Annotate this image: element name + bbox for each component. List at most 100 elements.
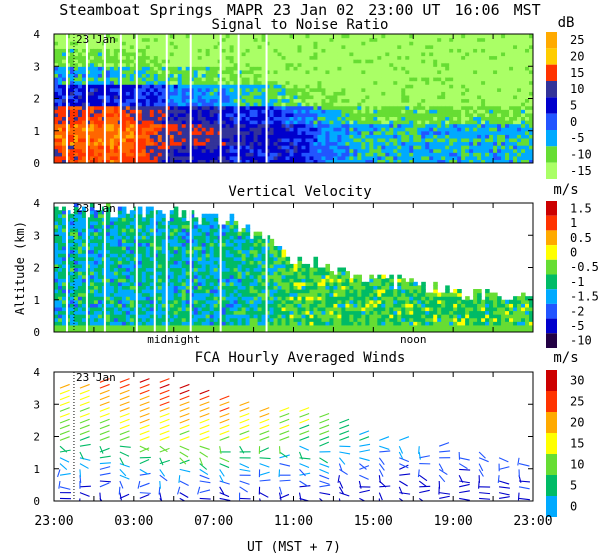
snr-cell: [109, 55, 115, 60]
snr-cell: [213, 141, 219, 146]
snr-cell: [125, 102, 131, 107]
snr-cell: [261, 159, 267, 163]
snr-cell: [97, 109, 103, 114]
snr-cell: [285, 141, 291, 146]
snr-cell: [445, 145, 450, 150]
snr-cell: [353, 34, 358, 39]
snr-cell: [265, 41, 271, 46]
snr-cell: [221, 112, 227, 118]
snr-cell: [141, 127, 147, 132]
vv-cell: [105, 317, 111, 322]
snr-cell: [437, 84, 442, 89]
snr-cell: [413, 120, 418, 125]
snr-cell: [113, 73, 119, 78]
snr-cell: [389, 112, 394, 118]
snr-cell: [225, 41, 231, 46]
snr-cell: [333, 59, 339, 64]
snr-cell: [477, 145, 482, 150]
snr-cell: [321, 44, 327, 49]
snr-cell: [389, 37, 394, 42]
snr-cell: [525, 44, 530, 49]
snr-cell: [161, 69, 167, 75]
snr-cell: [137, 41, 143, 46]
snr-cell: [493, 84, 498, 89]
snr-cell: [265, 66, 271, 71]
snr-cell: [309, 55, 315, 60]
snr-cell: [465, 37, 470, 42]
snr-cell: [385, 152, 390, 157]
snr-cell: [385, 127, 390, 132]
snr-cell: [249, 152, 255, 157]
snr-cell: [289, 109, 295, 114]
snr-cell: [289, 80, 295, 85]
snr-cell: [237, 102, 243, 107]
snr-cell: [409, 134, 414, 139]
snr-cell: [497, 145, 502, 150]
snr-cell: [349, 109, 354, 114]
snr-cell: [121, 62, 127, 67]
snr-cell: [401, 66, 406, 71]
snr-cell: [513, 137, 518, 143]
snr-cell: [265, 105, 271, 110]
snr-cell: [513, 148, 518, 153]
snr-cell: [285, 116, 291, 121]
snr-cell: [493, 109, 498, 114]
snr-cell: [261, 59, 267, 64]
vv-cell: [85, 314, 91, 319]
snr-cell: [361, 105, 366, 110]
snr-cell: [169, 102, 175, 107]
snr-cell: [181, 77, 187, 82]
snr-cell: [137, 141, 143, 146]
snr-cell: [333, 34, 339, 39]
snr-cell: [285, 102, 291, 107]
snr-cell: [325, 141, 331, 146]
snr-cell: [377, 130, 382, 135]
snr-cell: [145, 87, 151, 92]
vv-cell: [97, 285, 103, 290]
snr-cell: [469, 102, 474, 107]
snr-cell: [377, 159, 382, 163]
snr-cell: [69, 69, 75, 75]
snr-cell: [121, 137, 127, 143]
snr-cell: [121, 44, 127, 49]
snr-cell: [357, 155, 362, 161]
snr-cell: [441, 123, 446, 128]
snr-cell: [153, 69, 159, 75]
snr-cell: [225, 159, 231, 163]
snr-cell: [241, 102, 247, 107]
vv-cell: [81, 260, 87, 265]
snr-cell: [461, 69, 466, 75]
snr-cell: [361, 62, 366, 67]
vv-cell: [65, 314, 71, 319]
snr-cell: [161, 155, 167, 161]
snr-cell: [333, 152, 339, 157]
snr-cell: [361, 73, 366, 78]
snr-data-gap: [219, 34, 222, 163]
snr-cell: [253, 48, 259, 53]
snr-cell: [97, 134, 103, 139]
snr-cell: [485, 77, 490, 82]
snr-cell: [173, 98, 179, 103]
snr-cell: [457, 80, 462, 85]
snr-cell: [85, 109, 91, 114]
snr-cell: [477, 94, 482, 100]
vv-cell: [73, 306, 79, 312]
snr-cell: [237, 80, 243, 85]
snr-cell: [125, 44, 131, 49]
snr-cell: [485, 148, 490, 153]
snr-cell: [513, 34, 518, 39]
snr-cell: [345, 62, 350, 67]
snr-cell: [177, 77, 183, 82]
snr-cell: [249, 37, 255, 42]
snr-cell: [301, 62, 307, 67]
snr-cell: [361, 123, 366, 128]
snr-cell: [297, 141, 303, 146]
snr-cell: [81, 127, 87, 132]
snr-cell: [157, 159, 163, 163]
snr-cell: [357, 48, 362, 53]
snr-cell: [341, 80, 346, 85]
snr-cell: [73, 102, 79, 107]
vv-cell: [73, 253, 79, 258]
snr-cell: [449, 41, 454, 46]
vv-cell: [61, 271, 67, 276]
